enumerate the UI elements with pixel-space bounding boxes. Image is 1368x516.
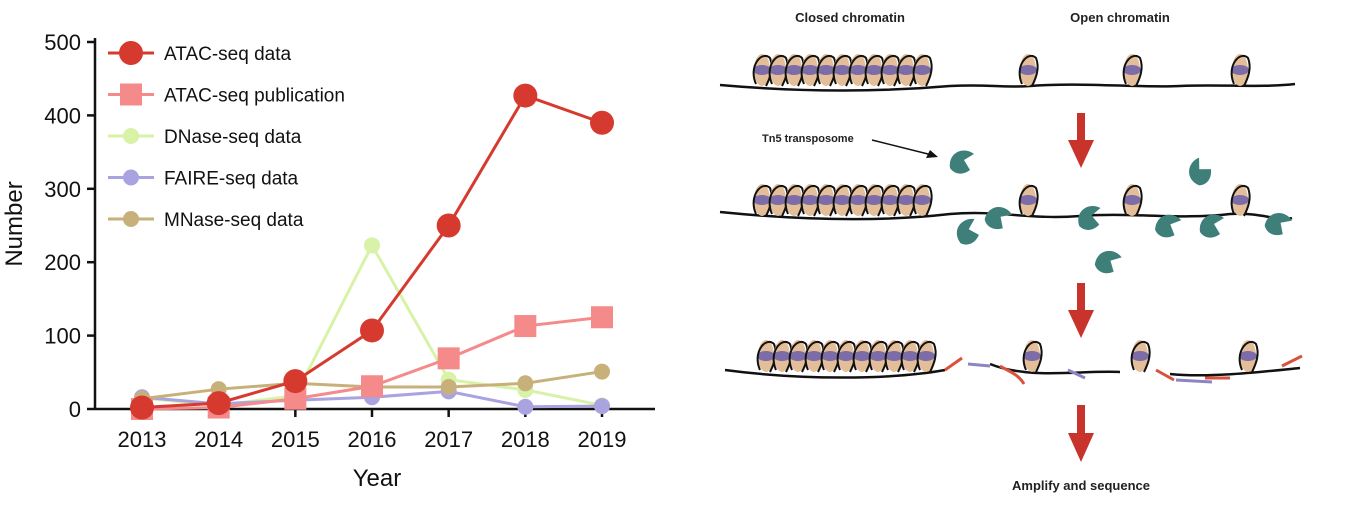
atac-seq-diagram: Closed chromatin Open chromatin Tn5 tran… bbox=[719, 10, 1303, 493]
data-point bbox=[590, 110, 614, 135]
data-point bbox=[514, 315, 537, 338]
nucleosome-icon bbox=[1122, 53, 1143, 87]
nucleosome-icon bbox=[1230, 183, 1251, 217]
legend-entry: FAIRE-seq data bbox=[108, 169, 299, 190]
legend-label: FAIRE-seq data bbox=[164, 169, 299, 190]
amplify-and-sequence-label: Amplify and sequence bbox=[1012, 478, 1150, 493]
arrow-2 bbox=[1068, 283, 1094, 338]
data-point bbox=[517, 375, 534, 392]
legend-entry: ATAC-seq publication bbox=[108, 83, 345, 107]
y-tick-label: 500 bbox=[44, 30, 81, 55]
data-point bbox=[594, 398, 610, 415]
data-point bbox=[360, 318, 384, 343]
data-point bbox=[517, 398, 534, 415]
data-point bbox=[437, 347, 460, 370]
x-tick-label: 2013 bbox=[118, 427, 167, 452]
nucleosome-icon bbox=[1018, 183, 1039, 217]
data-point bbox=[591, 306, 613, 329]
chromatin-row-1 bbox=[719, 53, 1296, 92]
legend-label: ATAC-seq data bbox=[164, 44, 292, 65]
nucleosome-icon bbox=[1230, 53, 1251, 87]
data-point bbox=[283, 369, 308, 394]
x-tick-label: 2014 bbox=[194, 427, 243, 452]
tn5-transposome-label: Tn5 transposome bbox=[762, 133, 854, 145]
legend-swatch-marker bbox=[120, 83, 142, 106]
x-tick-label: 2018 bbox=[501, 427, 550, 452]
data-point bbox=[130, 395, 154, 420]
line-chart: 0 100 200 300 400 500 2013 2014 2015 2016 2017 201… bbox=[1, 30, 655, 492]
legend-swatch-marker bbox=[123, 169, 139, 186]
tn5-transposome-icon bbox=[1183, 155, 1217, 189]
tn5-transposome-icon bbox=[982, 203, 1014, 234]
chromatin-row-2 bbox=[719, 150, 1294, 277]
arrow-3 bbox=[1068, 405, 1094, 462]
nucleosome-icon bbox=[1122, 183, 1143, 217]
y-axis-title: Number bbox=[1, 181, 28, 266]
nucleosome-icon bbox=[916, 339, 937, 373]
nucleosome-icon bbox=[912, 183, 933, 217]
legend-swatch-marker bbox=[119, 41, 143, 65]
data-point bbox=[361, 375, 383, 398]
y-tick-label: 200 bbox=[44, 250, 81, 275]
data-point bbox=[440, 378, 457, 395]
data-point bbox=[436, 213, 461, 238]
legend-label: ATAC-seq publication bbox=[164, 86, 345, 107]
closed-chromatin-label: Closed chromatin bbox=[795, 10, 905, 25]
tn5-transposome-icon bbox=[949, 150, 974, 174]
data-point bbox=[594, 363, 610, 380]
legend-swatch-marker bbox=[123, 128, 139, 144]
data-point bbox=[284, 387, 307, 410]
x-tick-label: 2019 bbox=[578, 427, 627, 452]
y-tick-label: 0 bbox=[69, 397, 81, 422]
legend-swatch-marker bbox=[123, 211, 139, 227]
nucleosome-icon bbox=[912, 53, 933, 87]
chromatin-row-3 bbox=[724, 339, 1303, 385]
tn5-transposome-icon bbox=[951, 216, 985, 249]
legend-label: DNase-seq data bbox=[164, 127, 302, 148]
legend-entry: DNase-seq data bbox=[108, 127, 302, 148]
y-tick-label: 100 bbox=[44, 324, 81, 349]
tn5-transposome-icon bbox=[1262, 209, 1294, 240]
open-chromatin-label: Open chromatin bbox=[1070, 10, 1170, 25]
nucleosome-icon bbox=[1130, 339, 1151, 373]
x-tick-label: 2017 bbox=[424, 427, 473, 452]
nucleosome-icon bbox=[1238, 339, 1259, 373]
x-axis-title: Year bbox=[353, 465, 402, 492]
series-atac-seq-data bbox=[130, 83, 614, 420]
tn5-pointer bbox=[871, 139, 938, 158]
legend-label: MNase-seq data bbox=[164, 210, 304, 231]
data-point bbox=[364, 237, 380, 254]
y-tick-label: 300 bbox=[44, 177, 81, 202]
nucleosome-icon bbox=[1022, 339, 1043, 373]
y-tick-label: 400 bbox=[44, 103, 81, 128]
data-point bbox=[206, 391, 231, 416]
tn5-transposome-icon bbox=[1076, 204, 1104, 232]
legend-entry: ATAC-seq data bbox=[108, 41, 292, 65]
tn5-transposome-icon bbox=[1199, 214, 1224, 238]
tn5-transposome-icon bbox=[1093, 247, 1123, 277]
data-point bbox=[513, 83, 538, 108]
arrow-1 bbox=[1068, 113, 1094, 168]
legend-entry: MNase-seq data bbox=[108, 210, 304, 231]
x-tick-label: 2015 bbox=[271, 427, 320, 452]
x-tick-label: 2016 bbox=[348, 427, 397, 452]
nucleosome-icon bbox=[1018, 53, 1039, 87]
